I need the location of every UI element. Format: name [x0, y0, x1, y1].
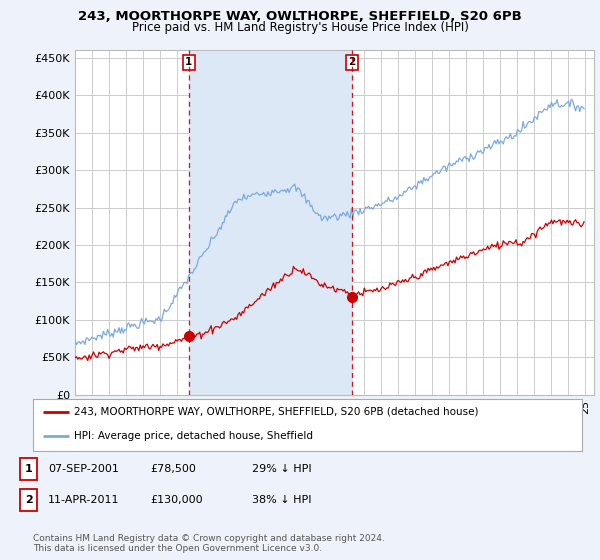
Text: 1: 1 [25, 464, 32, 474]
Text: HPI: Average price, detached house, Sheffield: HPI: Average price, detached house, Shef… [74, 431, 313, 441]
Bar [189, 50, 352, 395]
Text: 29% ↓ HPI: 29% ↓ HPI [252, 464, 311, 474]
Text: £78,500: £78,500 [150, 464, 196, 474]
Text: 07-SEP-2001: 07-SEP-2001 [48, 464, 119, 474]
Text: £130,000: £130,000 [150, 495, 203, 505]
Text: Price paid vs. HM Land Registry's House Price Index (HPI): Price paid vs. HM Land Registry's House … [131, 21, 469, 34]
Text: Contains HM Land Registry data © Crown copyright and database right 2024.
This d: Contains HM Land Registry data © Crown c… [33, 534, 385, 553]
Text: 243, MOORTHORPE WAY, OWLTHORPE, SHEFFIELD, S20 6PB (detached house): 243, MOORTHORPE WAY, OWLTHORPE, SHEFFIEL… [74, 407, 479, 417]
Text: 243, MOORTHORPE WAY, OWLTHORPE, SHEFFIELD, S20 6PB: 243, MOORTHORPE WAY, OWLTHORPE, SHEFFIEL… [78, 10, 522, 22]
Text: 2: 2 [25, 495, 32, 505]
Text: 2: 2 [348, 58, 355, 67]
Text: 1: 1 [185, 58, 193, 67]
Text: 38% ↓ HPI: 38% ↓ HPI [252, 495, 311, 505]
Text: 11-APR-2011: 11-APR-2011 [48, 495, 119, 505]
